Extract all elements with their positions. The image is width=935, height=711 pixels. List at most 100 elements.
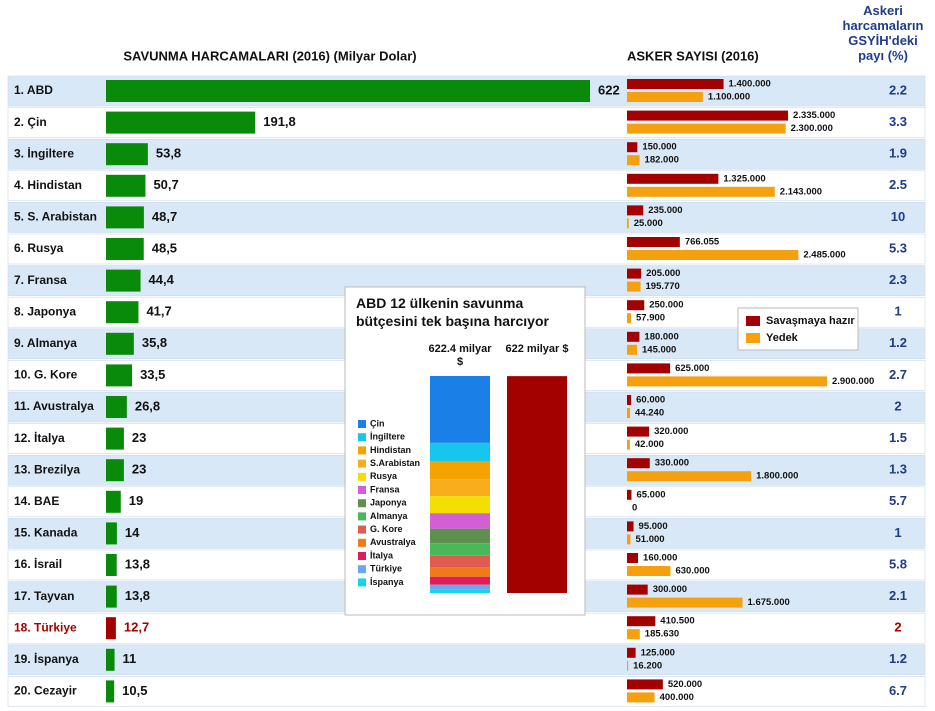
category-label: 15. Kanada (14, 526, 78, 540)
inset-title: ABD 12 ülkenin savunma bütçesini tek baş… (356, 294, 576, 330)
value-label: 2.143.000 (780, 186, 822, 197)
gdp-share: 2.3 (889, 272, 907, 287)
value-label: 766.055 (685, 237, 720, 248)
value-label: 44.240 (635, 408, 664, 419)
legend-label: İtalya (370, 550, 394, 560)
infographic: SAVUNMA HARCAMALARI (2016) (Milyar Dolar… (0, 0, 935, 711)
gdp-share: 1.2 (889, 335, 907, 350)
bar (627, 250, 798, 260)
value-label: 2.300.000 (791, 123, 833, 134)
row-band (8, 645, 925, 675)
bar (106, 238, 144, 260)
gdp-share: 2 (894, 398, 901, 413)
value-label: 250.000 (649, 300, 683, 311)
legend-swatch (358, 486, 366, 494)
category-label: 12. İtalya (14, 430, 65, 445)
bar (106, 175, 145, 197)
category-label: 17. Tayvan (14, 589, 74, 603)
spending-title: SAVUNMA HARCAMALARI (2016) (Milyar Dolar… (123, 48, 416, 63)
bar (627, 490, 631, 500)
bar (106, 586, 117, 608)
value-label: 1.100.000 (708, 92, 750, 103)
category-label: 18. Türkiye (14, 620, 77, 634)
bar (627, 471, 751, 481)
value-label: 1.800.000 (756, 471, 798, 482)
row-band (8, 202, 925, 232)
stack-segment (430, 543, 490, 555)
legend-swatch (358, 433, 366, 441)
bar (627, 79, 724, 89)
legend-label: Hindistan (370, 445, 411, 455)
category-label: 4. Hindistan (14, 178, 82, 192)
value-label: 150.000 (642, 142, 676, 153)
bar (627, 692, 655, 702)
stack-segment (430, 585, 490, 589)
value-label: 320.000 (654, 426, 688, 437)
bar (106, 680, 114, 702)
column-label: 622 milyar $ (502, 343, 572, 356)
value-label: 205.000 (646, 268, 680, 279)
value-label: 48,7 (152, 209, 177, 224)
value-label: 1.400.000 (729, 79, 771, 90)
bar (627, 363, 670, 373)
stack-segment (430, 556, 490, 568)
bar (627, 155, 640, 165)
legend-swatch (746, 333, 760, 343)
stack-segment (430, 496, 490, 513)
value-label: 625.000 (675, 363, 709, 374)
bar (627, 124, 786, 134)
value-label: 400.000 (660, 692, 694, 703)
value-label: 180.000 (644, 331, 678, 342)
bar (627, 648, 636, 658)
value-label: 48,5 (152, 240, 177, 255)
bar (106, 112, 255, 134)
inset: ÇinİngiltereHindistanS.ArabistanRusyaFra… (345, 287, 585, 615)
bar (627, 174, 718, 184)
value-label: 185.630 (645, 629, 679, 640)
value-label: 10,5 (122, 683, 147, 698)
value-label: 50,7 (153, 177, 178, 192)
value-label: 42.000 (635, 439, 664, 450)
value-label: 19 (129, 493, 143, 508)
value-label: 51.000 (636, 534, 665, 545)
stack-segment (430, 577, 490, 585)
legend: Savaşmaya hazırYedek (738, 308, 858, 350)
gdp-share: 10 (891, 209, 905, 224)
bar (106, 80, 590, 102)
value-label: 12,7 (124, 620, 149, 635)
bar (627, 661, 628, 671)
gdp-share: 1.2 (889, 651, 907, 666)
bar (106, 459, 124, 481)
legend-swatch (358, 499, 366, 507)
category-label: 3. İngiltere (14, 145, 74, 160)
legend-label: İspanya (370, 577, 405, 587)
value-label: 630.000 (675, 566, 709, 577)
value-label: 57.900 (636, 313, 665, 324)
bar (106, 270, 141, 292)
bar (627, 332, 639, 342)
bar (627, 142, 637, 152)
soldiers-title: ASKER SAYISI (2016) (627, 48, 759, 63)
column-label: 622.4 milyar $ (425, 343, 495, 369)
legend-label: Savaşmaya hazır (766, 315, 855, 327)
gdp-share: 3.3 (889, 114, 907, 129)
gdp-share: 5.3 (889, 240, 907, 255)
value-label: 1.675.000 (748, 597, 790, 608)
value-label: 35,8 (142, 335, 167, 350)
category-label: 6. Rusya (14, 241, 64, 255)
category-label: 2. Çin (14, 115, 47, 129)
gdp-title: Askeri harcamaların GSYİH'deki payı (%) (836, 3, 930, 63)
bar (627, 616, 655, 626)
legend-swatch (358, 578, 366, 586)
bar (106, 333, 134, 355)
value-label: 191,8 (263, 114, 296, 129)
legend-swatch (358, 460, 366, 468)
value-label: 0 (632, 502, 637, 513)
bar (106, 617, 116, 639)
stack-segment (430, 529, 490, 544)
value-label: 622 (598, 82, 620, 97)
bar (106, 428, 124, 450)
bar (627, 458, 650, 468)
bar (627, 553, 638, 563)
category-label: 9. Almanya (14, 336, 77, 350)
